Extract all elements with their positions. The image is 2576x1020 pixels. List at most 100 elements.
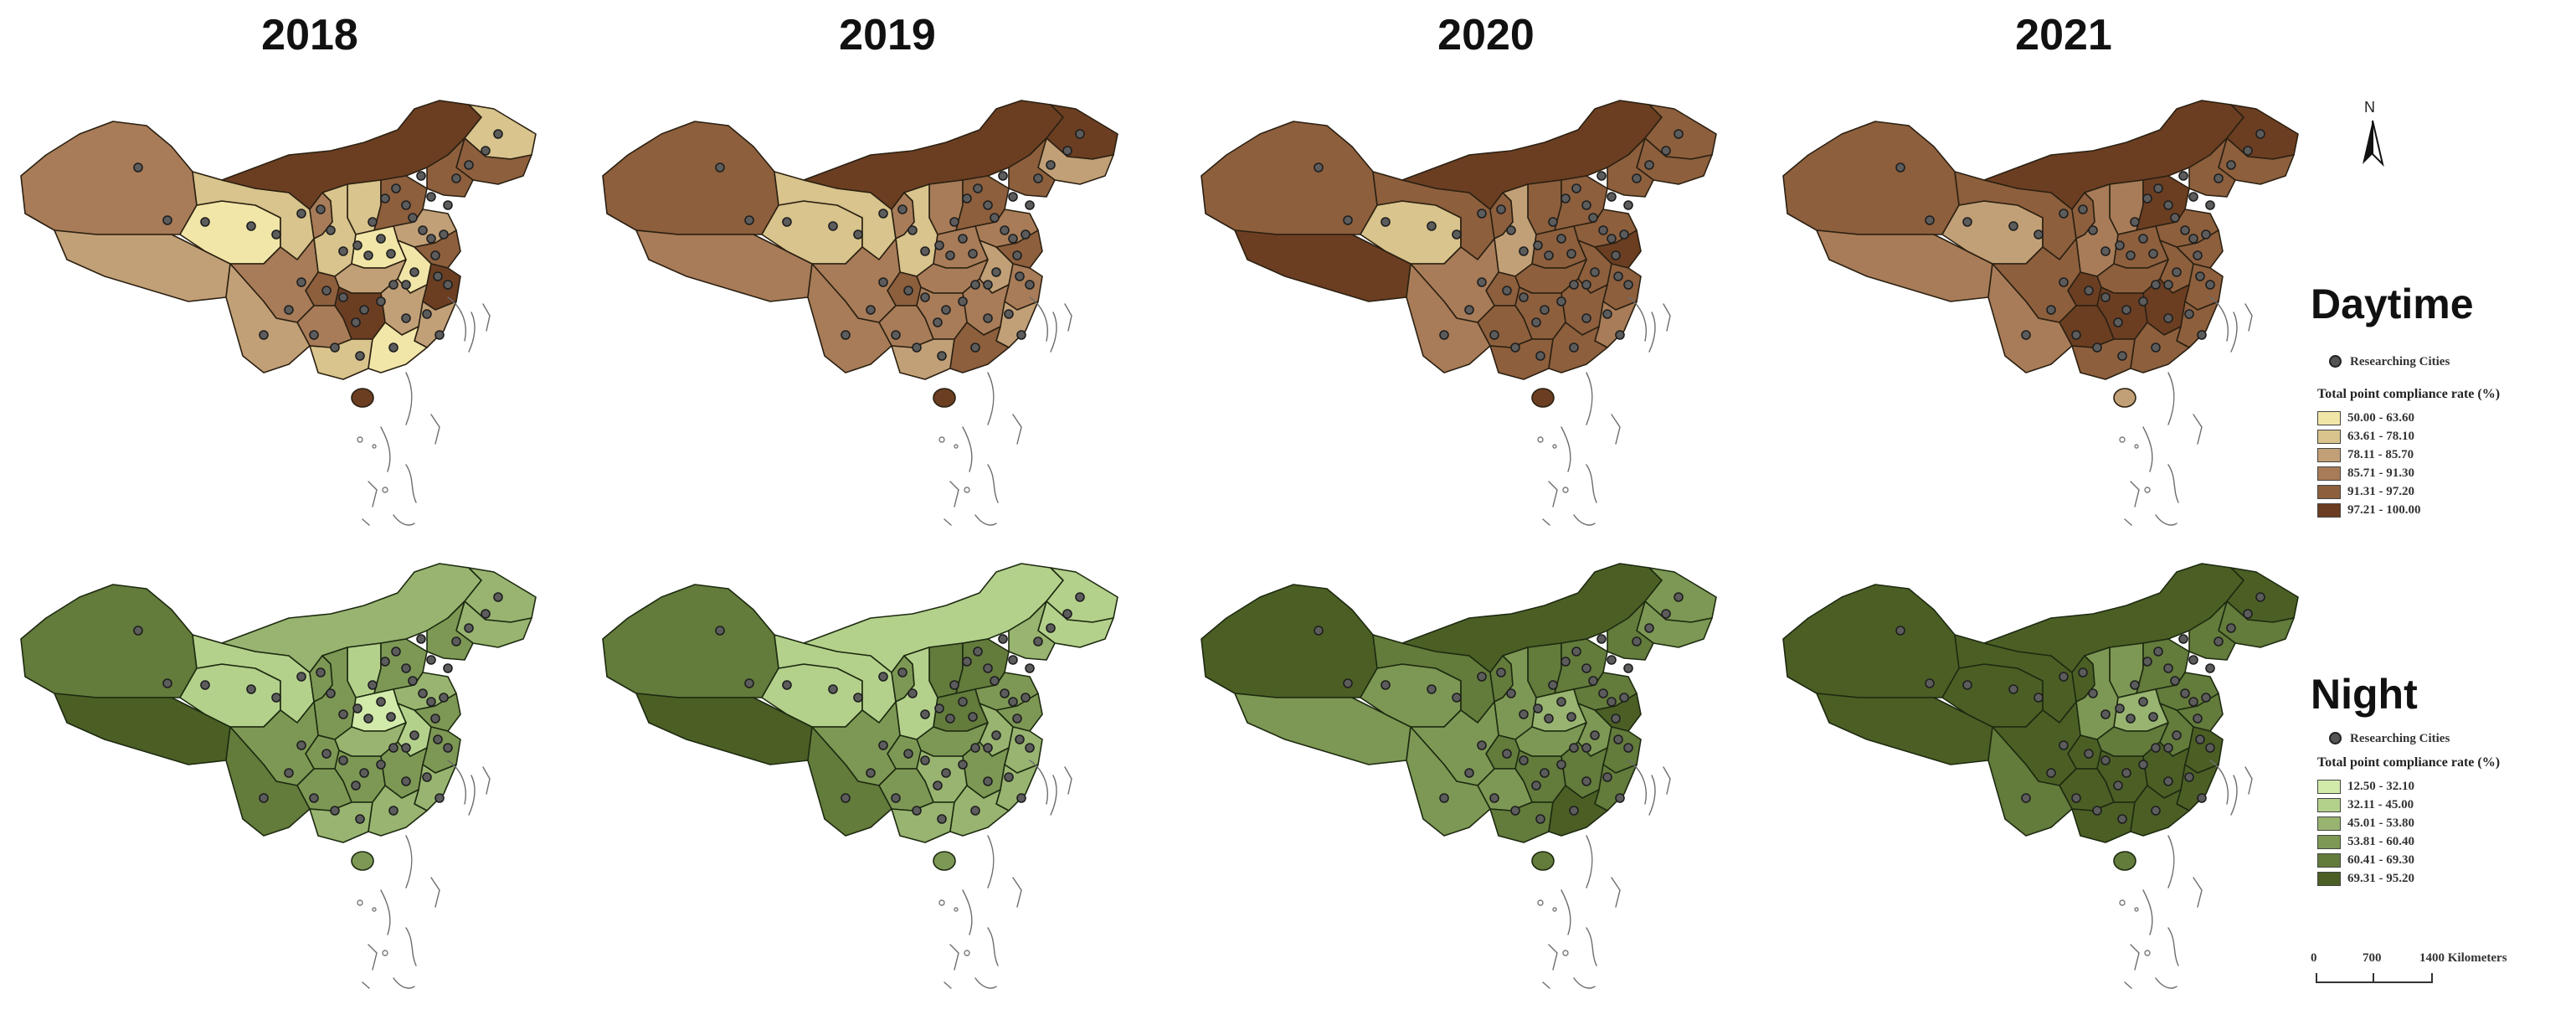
city-marker [933,317,943,327]
city-marker [422,772,432,782]
city-marker [2115,240,2125,250]
city-marker [1464,768,1474,778]
city-marker [1925,678,1935,688]
city-marker [376,234,386,244]
city-marker [983,776,993,786]
city-marker [2113,317,2123,327]
city-marker [1556,234,1566,244]
city-marker [920,292,930,302]
city-marker [2046,305,2056,315]
city-marker [1533,240,1543,250]
city-marker [1581,776,1591,786]
city-marker [2243,609,2253,619]
islands [1537,899,1569,956]
city-marker [970,743,980,753]
city-marker [2126,250,2136,260]
night-legend-label: 12.50 - 32.10 [2347,779,2414,793]
city-marker [401,313,411,323]
city-marker [1477,672,1487,682]
night-legend-swatch [2317,834,2341,849]
city-marker [1016,330,1026,340]
city-marker [1021,693,1031,703]
south-china-sea-inset [1542,296,1671,526]
city-marker [2184,309,2194,319]
city-marker [2226,623,2236,633]
city-marker [1571,647,1581,657]
city-marker [368,217,378,227]
city-marker [1502,286,1512,296]
daytime-legend-item: 78.11 - 85.70 [2317,446,2421,464]
city-marker [1025,663,1035,673]
city-marker [2205,280,2215,290]
city-marker [2121,768,2131,778]
city-marker [903,749,913,759]
south-china-sea-inset [362,760,491,989]
night-legend-label: 69.31 - 95.20 [2347,871,2414,885]
city-marker [1427,684,1437,694]
city-marker [1581,313,1591,323]
city-marker [259,793,269,803]
city-marker [990,213,1000,223]
city-marker [2151,343,2161,353]
city-marker [1033,173,1043,183]
province-hi [351,388,374,408]
city-marker [2214,636,2224,647]
city-marker [2138,760,2148,770]
city-marker [2153,183,2163,193]
city-marker [1644,623,1654,633]
night-legend-item: 69.31 - 95.20 [2317,869,2414,888]
city-marker [2100,755,2111,765]
city-marker [2084,749,2094,759]
night-legend-heading: Total point compliance rate (%) [2317,755,2501,770]
city-marker [1452,229,1462,240]
city-marker [937,351,947,361]
city-marker [968,249,978,259]
city-marker [426,655,436,665]
city-marker [853,693,863,703]
night-map-2020 [1201,563,1717,989]
city-marker [1531,780,1541,791]
city-marker [380,657,390,667]
daytime-legend-label: 63.61 - 78.10 [2347,429,2414,443]
city-marker [1046,623,1056,633]
south-china-sea-inset [2124,296,2253,526]
city-marker [1025,200,1035,210]
daytime-legend-item: 85.71 - 91.30 [2317,464,2421,482]
city-marker [2021,793,2031,803]
city-marker [970,343,980,353]
north-label: N [2364,99,2375,116]
city-marker [715,162,725,173]
city-marker [920,709,930,719]
city-marker [309,793,319,803]
night-map-2019 [602,563,1118,989]
city-marker [162,215,172,225]
city-marker [1008,655,1018,665]
city-marker [1588,676,1598,686]
city-marker [330,343,340,353]
year-title-2019: 2019 [839,11,936,59]
city-marker [2172,730,2182,740]
city-marker [351,780,361,791]
city-marker [321,749,332,759]
daytime-map-2020 [1201,100,1717,526]
city-marker [1598,688,1608,698]
scale-bar: 0 700 1400 Kilometers [2309,951,2560,1002]
daytime-legend-label: 97.21 - 100.00 [2347,502,2421,517]
city-marker [2117,351,2127,361]
city-marker [2163,200,2173,210]
scale-label-1400: 1400 Kilometers [2419,951,2507,965]
city-marker [2163,776,2173,786]
city-marker [162,678,172,688]
city-marker [1506,225,1516,235]
city-marker [439,693,449,703]
city-marker [1519,246,1529,256]
city-marker [983,200,993,210]
daytime-legend-heading: Total point compliance rate (%) [2317,387,2501,401]
city-marker [1623,280,1633,290]
city-marker [853,229,863,240]
city-marker [958,760,968,770]
city-marker [983,743,993,753]
city-marker [401,200,411,210]
city-marker [1540,768,1550,778]
province-ln [2188,600,2236,661]
